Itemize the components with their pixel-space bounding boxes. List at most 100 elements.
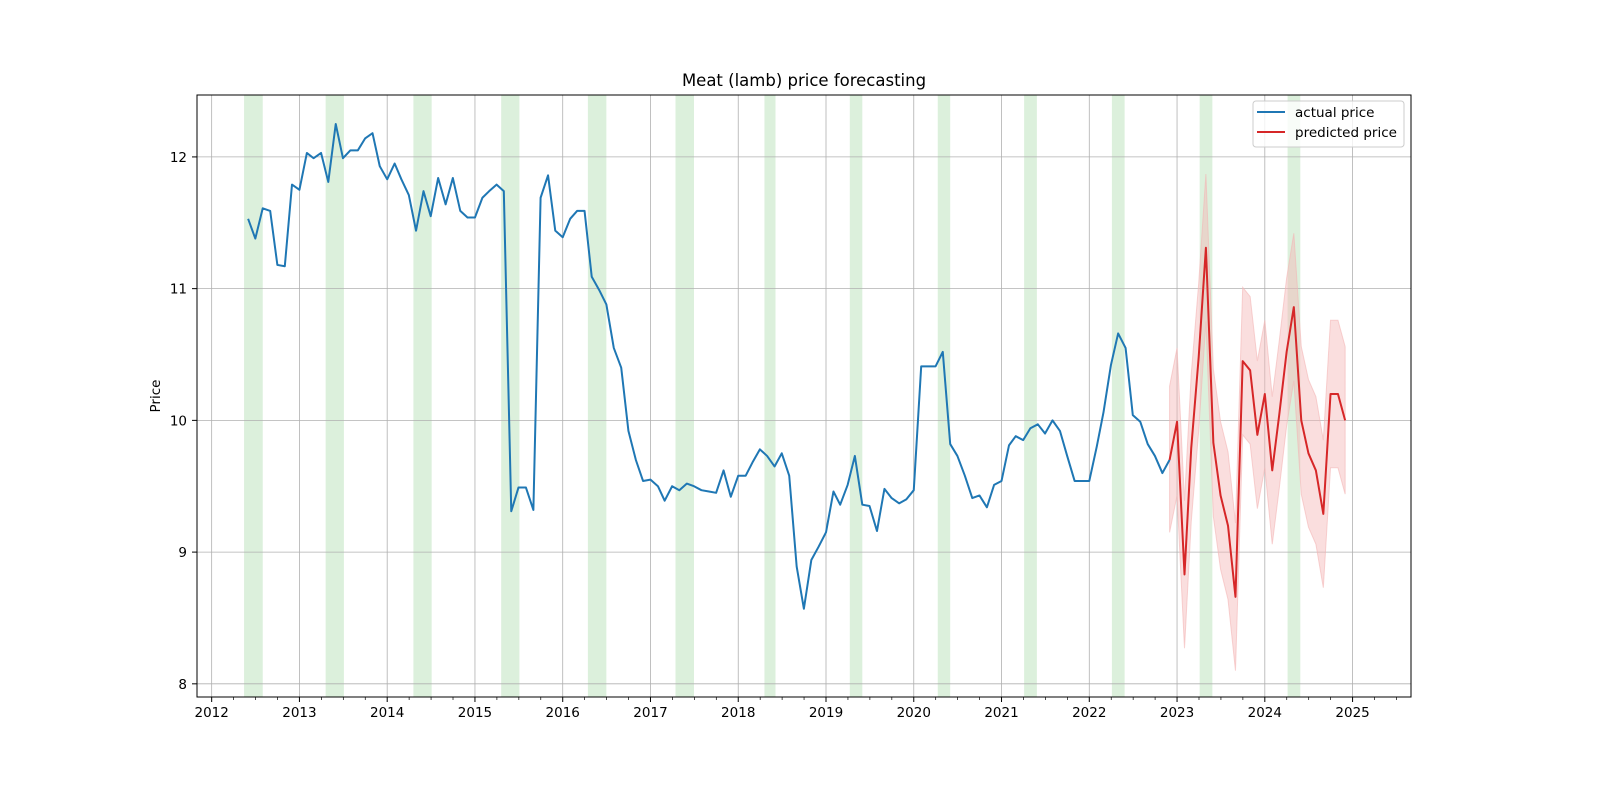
data-point-predicted-price [1264,393,1266,395]
data-point-actual-price [1008,444,1010,446]
data-point-actual-price [562,236,564,238]
data-point-actual-price [678,489,680,491]
data-point-actual-price [349,149,351,151]
y-axis: 8 9 10 11 12 [170,150,197,693]
data-point-actual-price [474,217,476,219]
data-point-actual-price [883,488,885,490]
series-line-actual-price [247,122,1171,610]
data-point-actual-price [357,149,359,151]
data-point-actual-price [1044,433,1046,435]
highlight-band-2 [413,95,432,697]
x-tick-label-2025: 2025 [1335,705,1369,721]
data-point-actual-price [269,210,271,212]
x-tick-label-2013: 2013 [282,705,316,721]
grid-lines [197,95,1411,697]
data-point-actual-price [510,510,512,512]
highlight-band-3 [501,95,520,697]
data-point-actual-price [708,491,710,493]
data-point-actual-price [693,485,695,487]
data-point-predicted-price [1344,419,1346,421]
data-point-predicted-price [1205,247,1207,249]
x-axis: 2012 2013 2014 2015 2016 2017 2018 2019 2020 2021… [194,697,1397,721]
data-point-actual-price [1037,423,1039,425]
data-point-actual-price [671,485,673,487]
data-point-predicted-price [1271,469,1273,471]
data-point-actual-price [284,265,286,267]
data-point-predicted-price [1198,356,1200,358]
data-point-actual-price [657,485,659,487]
data-point-actual-price [635,459,637,461]
x-tick-label-2021: 2021 [984,705,1018,721]
data-point-actual-price [1154,455,1156,457]
x-tick-label-2024: 2024 [1248,705,1282,721]
data-point-actual-price [978,494,980,496]
x-tick-label-2019: 2019 [809,705,843,721]
data-point-actual-price [825,531,827,533]
y-tick-label-10: 10 [170,413,187,429]
data-point-actual-price [532,509,534,511]
data-point-actual-price [839,504,841,506]
data-point-actual-price [723,469,725,471]
data-point-actual-price [372,132,374,134]
data-point-actual-price [751,462,753,464]
data-point-actual-price [394,162,396,164]
data-point-actual-price [861,504,863,506]
data-point-actual-price [335,123,337,125]
data-point-predicted-price [1300,419,1302,421]
x-tick-label-2016: 2016 [546,705,580,721]
data-point-predicted-price [1286,351,1288,353]
data-point-predicted-price [1293,306,1295,308]
data-point-actual-price [1022,439,1024,441]
data-point-actual-price [766,455,768,457]
data-point-actual-price [598,289,600,291]
data-point-actual-price [730,496,732,498]
data-point-actual-price [262,207,264,209]
highlight-band-11 [1199,95,1213,697]
series-line-predicted-price [1168,246,1347,598]
data-point-actual-price [415,230,417,232]
data-point-predicted-price [1169,459,1171,461]
data-point-actual-price [298,189,300,191]
data-point-predicted-price [1337,393,1339,395]
data-point-actual-price [1088,480,1090,482]
data-point-actual-price [1161,472,1163,474]
data-point-actual-price [1125,347,1127,349]
data-point-actual-price [525,487,527,489]
data-point-predicted-price [1220,494,1222,496]
data-point-predicted-price [1184,573,1186,575]
data-point-predicted-price [1176,421,1178,423]
data-point-actual-price [964,475,966,477]
data-point-actual-price [956,455,958,457]
data-point-actual-price [306,152,308,154]
data-point-actual-price [1110,364,1112,366]
data-point-actual-price [313,157,315,159]
legend: actual price predicted price [1252,100,1405,148]
data-point-actual-price [1096,446,1098,448]
data-point-actual-price [496,184,498,186]
data-point-actual-price [466,217,468,219]
x-tick-label-2012: 2012 [194,705,228,721]
y-axis-label: Price [148,380,164,413]
data-point-actual-price [1147,443,1149,445]
highlight-band-10 [1111,95,1125,697]
highlight-band-12 [1287,95,1301,697]
data-point-actual-price [254,238,256,240]
y-tick-label-11: 11 [170,282,187,298]
data-point-actual-price [818,546,820,548]
x-tick-label-2014: 2014 [370,705,404,721]
data-point-actual-price [759,448,761,450]
data-point-actual-price [949,443,951,445]
highlight-band-1 [325,95,344,697]
data-point-actual-price [576,210,578,212]
data-point-actual-price [803,608,805,610]
data-point-actual-price [986,506,988,508]
data-point-predicted-price [1256,434,1258,436]
x-tick-label-2015: 2015 [458,705,492,721]
data-point-actual-price [379,165,381,167]
data-point-actual-price [584,210,586,212]
data-point-predicted-price [1234,596,1236,598]
data-point-actual-price [847,484,849,486]
highlight-band-6 [764,95,776,697]
data-point-actual-price [605,303,607,305]
